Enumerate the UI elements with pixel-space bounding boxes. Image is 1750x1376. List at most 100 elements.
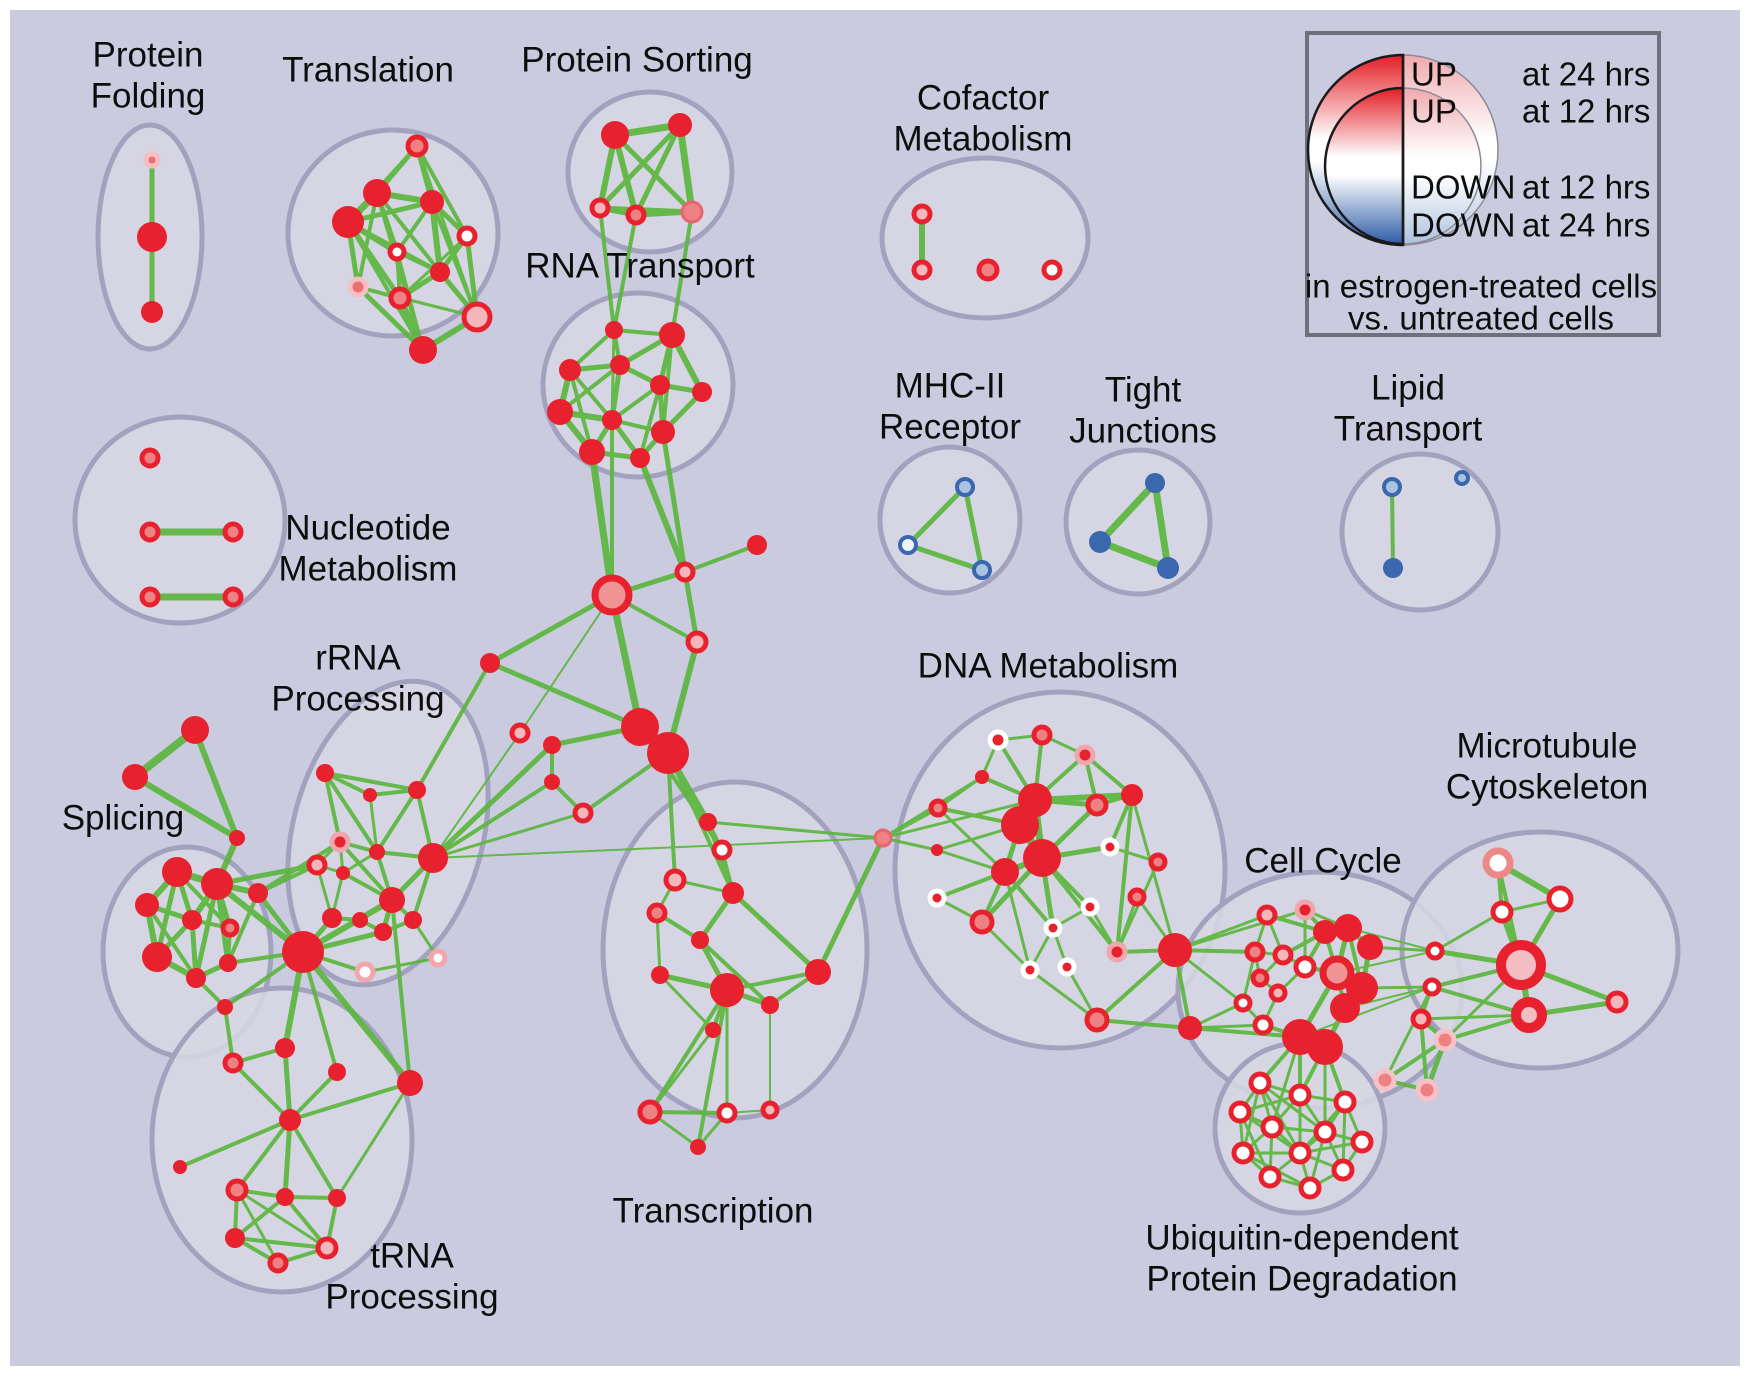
network-node	[328, 1189, 346, 1207]
network-node	[1020, 960, 1040, 980]
network-node	[182, 910, 202, 930]
cluster-label-rrna-processing: Processing	[271, 679, 444, 718]
network-node	[975, 770, 989, 784]
cluster-label-trna-processing: Processing	[325, 1277, 498, 1316]
network-edge	[487, 592, 615, 666]
network-node	[430, 262, 450, 282]
legend-direction-label: UP	[1411, 56, 1457, 93]
network-node	[1268, 983, 1288, 1003]
network-node	[509, 722, 531, 744]
network-node	[1057, 957, 1077, 977]
network-node	[976, 258, 1000, 282]
network-edge	[368, 793, 379, 854]
network-edge	[335, 1081, 412, 1200]
network-edge	[815, 835, 886, 975]
network-edge	[1390, 485, 1395, 570]
network-edge	[323, 771, 379, 854]
network-node	[1258, 1165, 1282, 1189]
network-node	[685, 630, 709, 654]
network-edge	[637, 455, 688, 575]
cluster-label-transcription: Transcription	[613, 1191, 814, 1230]
network-node	[388, 286, 412, 310]
network-node	[1422, 977, 1442, 997]
network-edge	[235, 1188, 329, 1250]
legend-inner-circle-right-half	[1402, 87, 1482, 245]
network-node	[1148, 852, 1168, 872]
network-node	[418, 843, 448, 873]
network-edge	[1003, 870, 1032, 972]
network-node	[1350, 1130, 1374, 1154]
network-edge	[1419, 1013, 1531, 1021]
network-edge	[1151, 479, 1172, 572]
network-edge	[676, 121, 696, 216]
network-node	[668, 113, 692, 137]
network-node	[1454, 470, 1470, 486]
network-edge	[192, 727, 240, 841]
network-node	[328, 1063, 346, 1081]
network-edge	[612, 132, 695, 215]
network-node	[646, 902, 668, 924]
network-edge	[430, 742, 555, 861]
network-node	[173, 1160, 187, 1174]
network-node	[354, 961, 376, 983]
cluster-label-mhc-ii-receptor: MHC-II	[895, 366, 1006, 405]
network-node	[122, 764, 148, 790]
network-node	[222, 586, 244, 608]
network-node	[217, 999, 233, 1015]
network-node	[248, 883, 268, 903]
network-node	[1023, 839, 1061, 877]
network-edge	[1096, 479, 1159, 546]
network-node	[1043, 918, 1063, 938]
network-node	[1100, 837, 1120, 857]
network-node	[716, 1102, 738, 1124]
network-node	[911, 203, 933, 225]
network-edge	[487, 660, 643, 730]
network-node	[1319, 955, 1355, 991]
cluster-label-cofactor-metabolism: Cofactor	[917, 78, 1050, 117]
network-edge	[682, 569, 700, 645]
network-edge	[375, 788, 419, 854]
cluster-label-ubiquitin-degradation: Protein Degradation	[1146, 1259, 1457, 1298]
network-node	[1250, 968, 1270, 988]
network-node	[1031, 724, 1053, 746]
network-edge	[432, 732, 521, 859]
network-edge	[638, 383, 662, 460]
cluster-label-protein-sorting: Protein Sorting	[521, 40, 753, 79]
network-edge	[519, 594, 613, 734]
network-node	[1333, 1090, 1357, 1114]
network-node	[972, 560, 992, 580]
cluster-label-microtubule-cytoskeleton: Cytoskeleton	[1446, 767, 1648, 806]
network-edge	[193, 881, 220, 981]
network-edge	[962, 484, 985, 573]
network-node	[747, 535, 767, 555]
network-node	[1233, 993, 1253, 1013]
network-node	[137, 222, 167, 252]
network-node	[1433, 1028, 1457, 1052]
network-node	[143, 151, 161, 169]
network-node	[969, 909, 995, 935]
network-node	[1231, 1141, 1255, 1165]
network-node	[1415, 1078, 1439, 1102]
network-node	[405, 134, 429, 158]
network-node	[456, 225, 478, 247]
network-node	[605, 321, 623, 339]
network-node	[275, 1038, 295, 1058]
network-node	[139, 521, 161, 543]
cluster-label-cell-cycle: Cell Cycle	[1244, 841, 1402, 880]
network-node	[1178, 1016, 1202, 1040]
network-node	[1248, 1071, 1272, 1095]
network-node	[674, 561, 696, 583]
network-edge	[431, 780, 554, 860]
network-node	[1383, 558, 1403, 578]
network-edge	[226, 891, 260, 965]
network-node	[1357, 934, 1383, 960]
network-node	[691, 931, 709, 949]
network-edge	[1383, 1038, 1447, 1082]
network-node	[220, 918, 240, 938]
network-node	[761, 996, 779, 1014]
network-node	[1252, 1014, 1274, 1036]
network-node	[142, 942, 172, 972]
network-node	[135, 893, 159, 917]
network-edge	[1040, 856, 1119, 954]
network-edge	[288, 1118, 339, 1200]
